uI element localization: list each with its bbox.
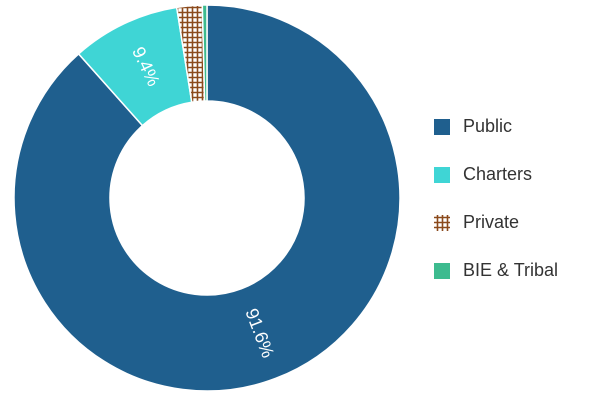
donut-slice	[13, 4, 401, 392]
legend-swatch	[434, 167, 450, 183]
legend-swatch	[434, 215, 450, 231]
legend-label: Private	[463, 212, 519, 232]
legend-label: Public	[463, 116, 512, 136]
legend-swatch	[434, 119, 450, 135]
donut-slice	[201, 4, 208, 102]
legend-label: Charters	[463, 164, 532, 184]
legend-swatch	[434, 263, 450, 279]
legend-label: BIE & Tribal	[463, 260, 558, 280]
